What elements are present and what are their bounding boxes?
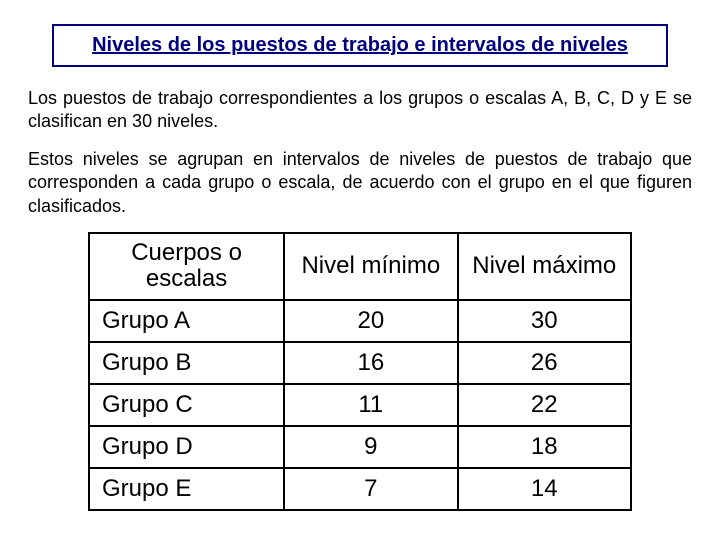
cell-min: 11 — [284, 384, 457, 426]
cell-group: Grupo B — [89, 342, 284, 384]
table-row: Grupo D 9 18 — [89, 426, 631, 468]
cell-min: 20 — [284, 300, 457, 342]
table-row: Grupo A 20 30 — [89, 300, 631, 342]
page-title: Niveles de los puestos de trabajo e inte… — [92, 34, 628, 56]
table-row: Grupo E 7 14 — [89, 468, 631, 510]
cell-min: 7 — [284, 468, 457, 510]
cell-max: 22 — [458, 384, 631, 426]
table-row: Grupo B 16 26 — [89, 342, 631, 384]
cell-max: 18 — [458, 426, 631, 468]
cell-group: Grupo C — [89, 384, 284, 426]
paragraph-1: Los puestos de trabajo correspondientes … — [28, 87, 692, 134]
cell-group: Grupo D — [89, 426, 284, 468]
cell-max: 30 — [458, 300, 631, 342]
cell-group: Grupo A — [89, 300, 284, 342]
cell-max: 14 — [458, 468, 631, 510]
cell-min: 16 — [284, 342, 457, 384]
table-header-row: Cuerpos o escalas Nivel mínimo Nivel máx… — [89, 233, 631, 300]
cell-min: 9 — [284, 426, 457, 468]
cell-max: 26 — [458, 342, 631, 384]
levels-table: Cuerpos o escalas Nivel mínimo Nivel máx… — [88, 232, 632, 511]
cell-group: Grupo E — [89, 468, 284, 510]
levels-table-wrap: Cuerpos o escalas Nivel mínimo Nivel máx… — [88, 232, 632, 511]
paragraph-2: Estos niveles se agrupan en intervalos d… — [28, 148, 692, 218]
table-row: Grupo C 11 22 — [89, 384, 631, 426]
title-box: Niveles de los puestos de trabajo e inte… — [52, 24, 668, 67]
col-header-cuerpos: Cuerpos o escalas — [89, 233, 284, 300]
col-header-max: Nivel máximo — [458, 233, 631, 300]
col-header-min: Nivel mínimo — [284, 233, 457, 300]
